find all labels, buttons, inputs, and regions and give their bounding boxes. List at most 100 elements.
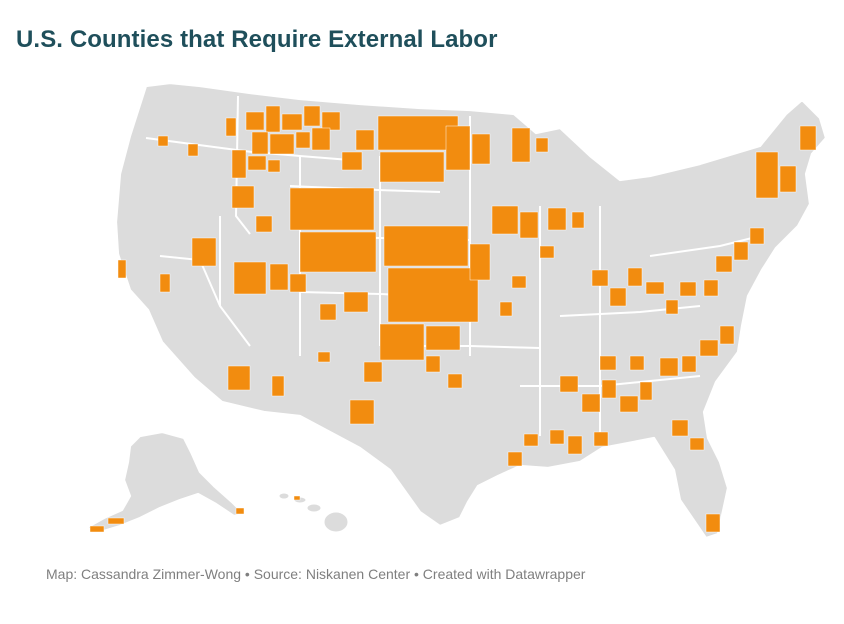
highlight-county	[267, 159, 281, 173]
highlight-county	[317, 351, 331, 363]
highlight-county	[679, 281, 697, 297]
highlight-county	[799, 125, 817, 151]
county-highlights	[89, 105, 817, 533]
highlight-county	[469, 243, 491, 281]
highlight-county	[383, 225, 469, 267]
hawaii-island	[306, 503, 322, 513]
highlight-county	[295, 131, 311, 149]
highlight-county	[705, 513, 721, 533]
highlight-county	[755, 151, 779, 199]
map-credit: Map: Cassandra Zimmer-Wong • Source: Nis…	[46, 566, 586, 582]
highlight-county	[379, 151, 445, 183]
highlight-county	[567, 435, 583, 455]
highlight-county	[609, 287, 627, 307]
highlight-county	[447, 373, 463, 389]
highlight-county	[379, 323, 425, 361]
highlight-county	[289, 187, 375, 231]
highlight-county	[269, 263, 289, 291]
alaska-landmass	[84, 430, 246, 534]
highlight-county	[117, 259, 127, 279]
boundary-line	[649, 235, 761, 257]
us-county-map	[0, 56, 844, 556]
highlight-county	[271, 375, 285, 397]
highlight-county	[227, 365, 251, 391]
highlight-county	[191, 237, 217, 267]
highlight-county	[511, 127, 531, 163]
highlight-county	[187, 143, 199, 157]
highlight-county	[581, 393, 601, 413]
boundary-line	[289, 185, 441, 193]
highlight-county	[703, 279, 719, 297]
highlight-county	[343, 291, 369, 313]
highlight-county	[231, 149, 247, 179]
highlight-county	[491, 205, 519, 235]
highlight-county	[269, 133, 295, 155]
highlight-county	[593, 431, 609, 447]
highlight-county	[319, 303, 337, 321]
hawaii-islands	[278, 492, 349, 533]
highlight-county	[639, 381, 653, 401]
hawaii-island	[323, 511, 349, 533]
highlight-county	[523, 433, 539, 447]
highlight-county	[599, 355, 617, 371]
highlight-county	[303, 105, 321, 127]
highlight-county	[425, 325, 461, 351]
highlight-county	[159, 273, 171, 293]
highlight-county	[281, 113, 303, 131]
highlight-county	[619, 395, 639, 413]
highlight-county	[627, 267, 643, 287]
map-title: U.S. Counties that Require External Labo…	[16, 26, 498, 53]
highlight-county	[591, 269, 609, 287]
highlight-county	[355, 129, 375, 151]
highlight-county	[715, 255, 733, 273]
highlight-county	[733, 241, 749, 261]
boundary-line	[520, 375, 701, 387]
highlight-county	[293, 495, 301, 501]
highlight-county	[559, 375, 579, 393]
highlight-county	[629, 355, 645, 371]
highlight-county	[507, 451, 523, 467]
highlight-county	[665, 299, 679, 315]
highlight-county	[749, 227, 765, 245]
highlight-county	[89, 525, 105, 533]
highlight-county	[535, 137, 549, 153]
highlight-county	[719, 325, 735, 345]
highlight-county	[235, 507, 245, 515]
highlight-county	[659, 357, 679, 377]
highlight-county	[425, 355, 441, 373]
highlight-county	[363, 361, 383, 383]
highlight-county	[377, 115, 459, 151]
highlight-county	[539, 245, 555, 259]
highlight-county	[107, 517, 125, 525]
highlight-county	[247, 155, 267, 171]
us-county-map-svg	[84, 81, 828, 540]
highlight-county	[289, 273, 307, 293]
highlight-county	[225, 117, 237, 137]
highlight-county	[511, 275, 527, 289]
highlight-county	[645, 281, 665, 295]
highlight-county	[699, 339, 719, 357]
highlight-county	[671, 419, 689, 437]
highlight-county	[265, 105, 281, 133]
highlight-county	[299, 231, 377, 273]
highlight-county	[547, 207, 567, 231]
highlight-county	[245, 111, 265, 131]
highlight-county	[255, 215, 273, 233]
highlight-county	[231, 185, 255, 209]
highlight-county	[321, 111, 341, 131]
highlight-county	[349, 399, 375, 425]
highlight-county	[779, 165, 797, 193]
highlight-county	[341, 151, 363, 171]
highlight-county	[471, 133, 491, 165]
highlight-county	[251, 131, 269, 155]
boundary-line	[559, 305, 701, 317]
highlight-county	[601, 379, 617, 399]
highlight-county	[519, 211, 539, 239]
highlight-county	[689, 437, 705, 451]
boundary-line	[234, 95, 251, 235]
highlight-county	[681, 355, 697, 373]
highlight-county	[445, 125, 471, 171]
highlight-county	[499, 301, 513, 317]
highlight-county	[157, 135, 169, 147]
highlight-county	[549, 429, 565, 445]
